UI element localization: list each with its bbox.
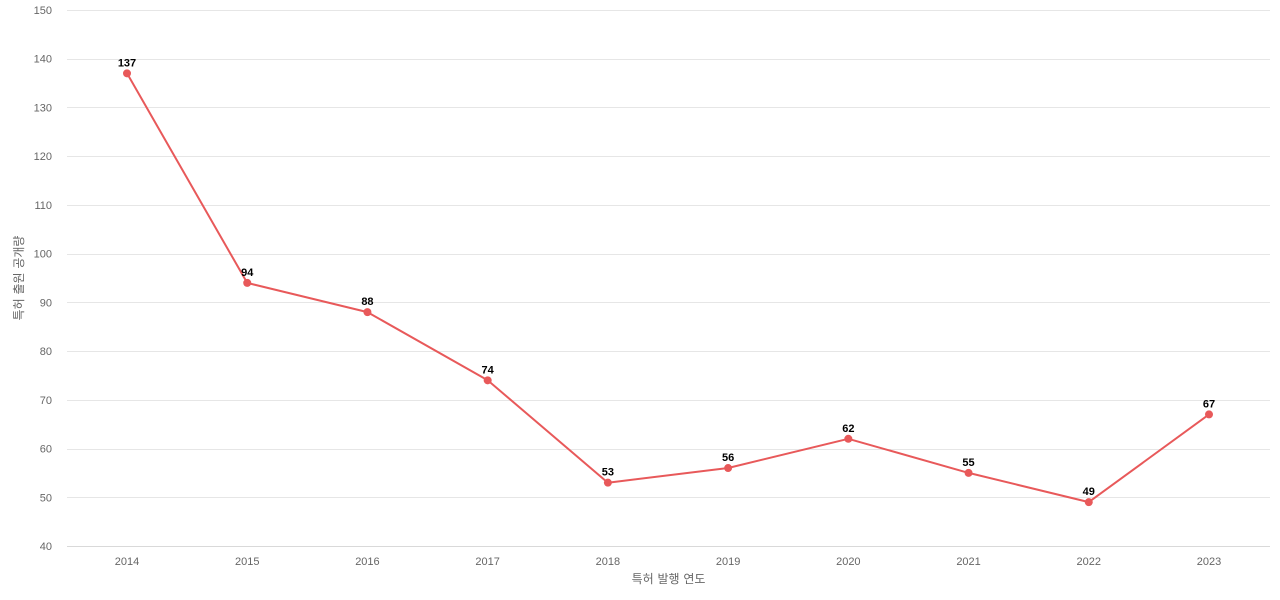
x-tick-label: 2022 (1077, 556, 1101, 568)
x-tick-label: 2021 (956, 556, 980, 568)
data-point (243, 278, 252, 287)
y-tick-label: 140 (34, 54, 52, 66)
y-tick-label: 90 (40, 297, 52, 309)
data-point (123, 69, 131, 78)
x-tick-label: 2017 (475, 556, 499, 568)
x-tick-label: 2019 (716, 556, 740, 568)
x-axis-ticks: 2014 2015 2016 2017 2018 2019 2020 2021 2022 2023 (115, 556, 1221, 568)
data-label: 53 (602, 467, 614, 479)
x-tick-label: 2014 (115, 556, 139, 568)
x-tick-label: 2018 (596, 556, 620, 568)
data-point (363, 308, 372, 317)
y-tick-label: 50 (40, 492, 52, 504)
data-label: 67 (1203, 398, 1215, 410)
data-point (603, 478, 612, 487)
data-label: 94 (241, 267, 254, 279)
y-tick-label: 60 (40, 444, 52, 456)
y-tick-label: 80 (40, 346, 52, 358)
y-tick-label: 120 (34, 151, 52, 163)
y-tick-label: 100 (34, 249, 52, 261)
data-point (724, 464, 733, 473)
data-label: 137 (118, 57, 136, 69)
data-label: 62 (842, 423, 854, 435)
y-axis-ticks: 40 50 60 70 80 90 100 110 120 130 140 150 (34, 5, 52, 553)
gridlines (67, 10, 1270, 547)
x-tick-label: 2015 (235, 556, 259, 568)
y-tick-label: 110 (34, 200, 52, 212)
data-labels: 137 94 88 74 53 56 62 55 49 67 (118, 57, 1215, 498)
y-tick-label: 150 (34, 5, 52, 17)
series-line (126, 72, 1210, 504)
data-label: 74 (482, 364, 495, 376)
y-axis-title: 특허 출원 공개량 (12, 236, 26, 321)
data-label: 55 (962, 457, 974, 469)
data-point (844, 434, 853, 443)
data-point (1205, 410, 1213, 419)
x-tick-label: 2016 (355, 556, 379, 568)
data-point (964, 468, 973, 477)
data-point (483, 376, 492, 385)
x-axis-title: 특허 발행 연도 (632, 571, 706, 586)
data-label: 88 (361, 296, 373, 308)
y-tick-label: 40 (40, 541, 52, 553)
x-tick-label: 2020 (836, 556, 860, 568)
data-point (1084, 498, 1093, 507)
x-tick-label: 2023 (1197, 556, 1221, 568)
y-tick-label: 70 (40, 395, 52, 407)
series-group (123, 69, 1213, 507)
data-label: 56 (722, 452, 734, 464)
y-tick-label: 130 (34, 102, 52, 114)
data-label: 49 (1083, 486, 1095, 498)
